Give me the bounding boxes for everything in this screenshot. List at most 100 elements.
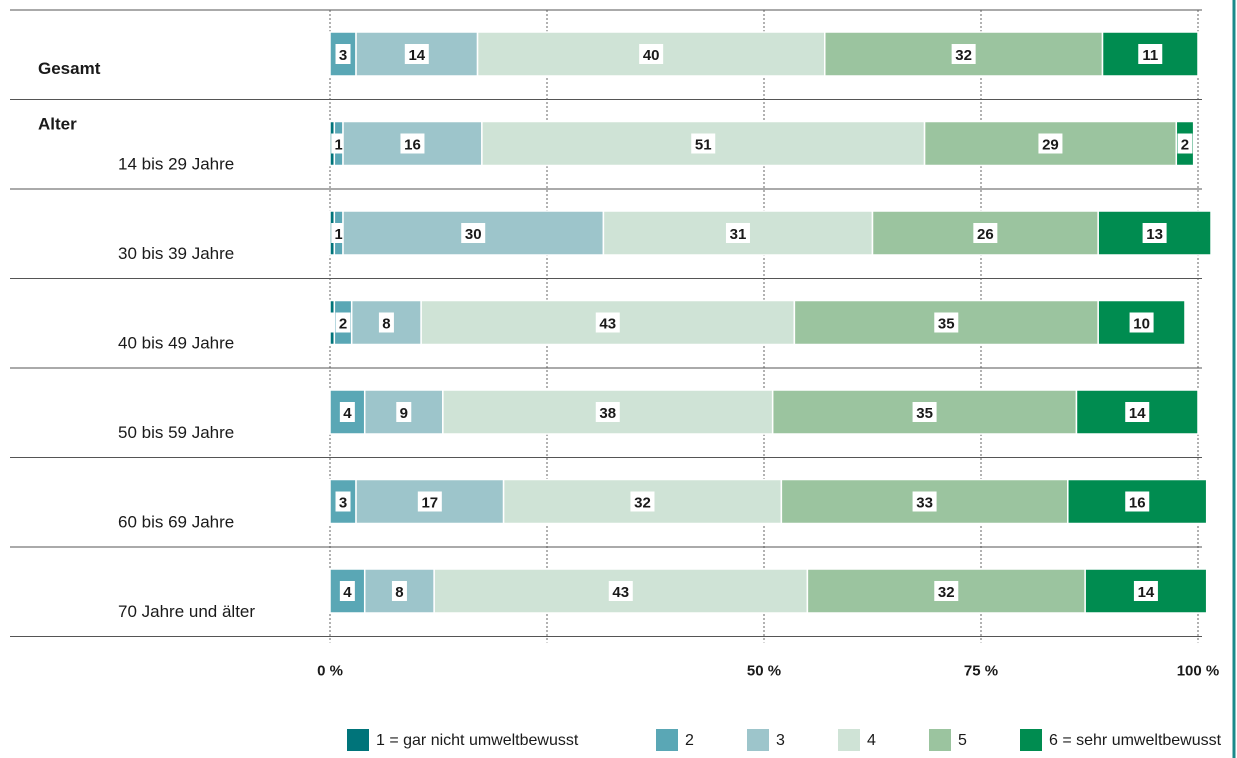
- value-label: 33: [916, 495, 933, 512]
- value-label: 1: [335, 226, 343, 243]
- value-label-box: [335, 491, 351, 512]
- value-label: 32: [634, 495, 651, 512]
- value-label-box: [973, 223, 998, 243]
- value-label-box: [934, 312, 959, 333]
- value-label-box: [630, 491, 655, 512]
- row-separators: [10, 9, 1202, 637]
- value-label: 32: [955, 47, 972, 64]
- value-label: 43: [612, 584, 629, 601]
- value-label-box: [335, 44, 351, 64]
- value-label-box: [335, 312, 351, 333]
- value-label: 3: [339, 495, 347, 512]
- value-label: 51: [695, 137, 712, 154]
- value-label: 17: [421, 495, 438, 512]
- legend-label: 5: [958, 732, 967, 749]
- value-label: 11: [1142, 47, 1158, 64]
- value-label-box: [339, 402, 355, 422]
- value-label-box: [400, 133, 425, 154]
- legend-swatch: [1020, 729, 1042, 751]
- value-label: 38: [599, 405, 616, 422]
- value-label: 13: [1146, 226, 1163, 243]
- row-label: 30 bis 39 Jahre: [118, 244, 234, 263]
- value-label-box: [1133, 581, 1158, 601]
- row-group-label: Gesamt: [38, 59, 101, 78]
- x-tick-label: 100 %: [1177, 663, 1220, 680]
- value-label: 31: [730, 226, 747, 243]
- value-label-box: [461, 223, 486, 243]
- bars: 3144032111165129213031261312843351049383…: [329, 31, 1212, 614]
- legend-swatch: [347, 729, 369, 751]
- legend-label: 4: [867, 732, 876, 749]
- value-label-box: [951, 44, 976, 64]
- value-label: 4: [343, 405, 352, 422]
- value-label-box: [934, 581, 959, 601]
- value-label: 4: [343, 584, 352, 601]
- x-tick-label: 50 %: [747, 663, 781, 680]
- legend: 1 = gar nicht umweltbewusst 2 3 4 5 6 = sehr …: [347, 729, 1222, 751]
- value-label-box: [1125, 402, 1150, 422]
- value-label: 26: [977, 226, 994, 243]
- value-label: 16: [404, 137, 421, 154]
- value-label: 35: [938, 316, 955, 333]
- row-label: 50 bis 59 Jahre: [118, 423, 234, 442]
- value-label-box: [417, 491, 442, 512]
- bar-segment: [342, 120, 483, 167]
- row-label: 70 Jahre und älter: [118, 602, 255, 621]
- bar-segment: [793, 299, 1099, 346]
- row-group-label: Alter: [38, 115, 77, 134]
- x-axis-tick-labels: 0 % 50 % 75 % 100 %: [317, 663, 1219, 680]
- value-label: 35: [916, 405, 933, 422]
- value-label-box: [1138, 44, 1163, 64]
- value-label-box: [608, 581, 633, 601]
- legend-label: 3: [776, 732, 785, 749]
- value-label-box: [595, 402, 620, 422]
- bar-segment: [329, 568, 366, 614]
- value-label: 29: [1042, 137, 1059, 154]
- value-label: 2: [339, 316, 347, 333]
- value-label: 9: [400, 405, 408, 422]
- value-label: 14: [1138, 584, 1155, 601]
- value-label-box: [391, 581, 407, 601]
- value-label: 1: [335, 137, 343, 154]
- value-label-box: [691, 133, 716, 154]
- bar-segment: [824, 31, 1104, 77]
- value-label: 3: [339, 47, 347, 64]
- legend-label: 2: [685, 732, 694, 749]
- value-label: 16: [1129, 495, 1146, 512]
- legend-swatch: [929, 729, 951, 751]
- value-label: 30: [465, 226, 482, 243]
- value-label: 40: [643, 47, 660, 64]
- value-label-box: [339, 581, 355, 601]
- value-label: 10: [1133, 316, 1150, 333]
- x-tick-label: 0 %: [317, 663, 343, 680]
- value-label-box: [396, 402, 412, 422]
- value-label-box: [1125, 491, 1150, 512]
- value-label-box: [912, 491, 937, 512]
- value-label-box: [639, 44, 664, 64]
- value-label-box: [378, 312, 394, 333]
- legend-label: 1 = gar nicht umweltbewusst: [376, 732, 579, 749]
- value-label-box: [1177, 133, 1193, 154]
- legend-swatch: [838, 729, 860, 751]
- value-label: 14: [408, 47, 425, 64]
- row-labels: Gesamt Alter 14 bis 29 Jahre 30 bis 39 Jahr…: [38, 59, 255, 621]
- value-label-box: [1142, 223, 1167, 243]
- row-label: 60 bis 69 Jahre: [118, 513, 234, 532]
- value-label: 2: [1181, 137, 1189, 154]
- value-label-box: [595, 312, 620, 333]
- value-label: 8: [395, 584, 403, 601]
- value-label-box: [725, 223, 750, 243]
- legend-label: 6 = sehr umweltbewusst: [1049, 732, 1222, 749]
- legend-swatch: [656, 729, 678, 751]
- row-label: 40 bis 49 Jahre: [118, 334, 234, 353]
- row-label: 14 bis 29 Jahre: [118, 155, 234, 174]
- value-label-box: [1038, 133, 1063, 154]
- legend-swatch: [747, 729, 769, 751]
- value-label: 14: [1129, 405, 1146, 422]
- value-label: 43: [599, 316, 616, 333]
- value-label-box: [404, 44, 429, 64]
- value-label: 8: [382, 316, 390, 333]
- x-tick-label: 75 %: [964, 663, 998, 680]
- bar-segment: [502, 478, 783, 525]
